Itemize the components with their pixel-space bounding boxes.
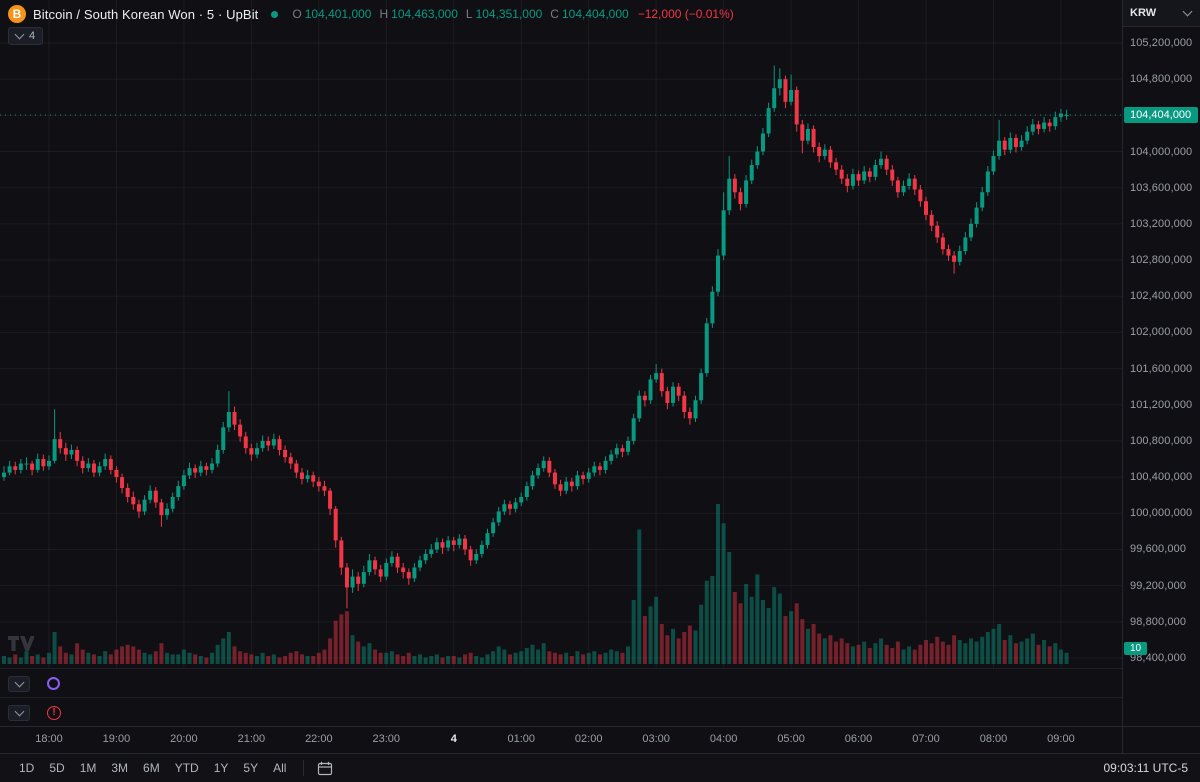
currency-button[interactable]: KRW bbox=[1123, 0, 1200, 27]
tradingview-watermark[interactable] bbox=[8, 636, 35, 657]
range-button-all[interactable]: All bbox=[266, 758, 293, 778]
currency-label: KRW bbox=[1130, 7, 1157, 19]
price-axis-label: 102,800,000 bbox=[1130, 254, 1193, 267]
collapsed-pane-indicator bbox=[0, 670, 1122, 697]
time-axis-label: 04:00 bbox=[709, 733, 738, 745]
bitcoin-logo-icon: B bbox=[8, 5, 26, 23]
price-axis-label: 99,600,000 bbox=[1130, 543, 1187, 556]
current-price-label: 104,404,000 bbox=[1124, 106, 1198, 123]
time-axis-label: 22:00 bbox=[305, 733, 333, 745]
time-axis-label: 06:00 bbox=[844, 733, 873, 745]
expand-pane-button[interactable] bbox=[8, 704, 30, 721]
purple-indicator-icon[interactable] bbox=[47, 677, 60, 690]
collapsed-pane-alert: ! bbox=[0, 699, 1122, 726]
alert-error-icon[interactable]: ! bbox=[47, 705, 61, 720]
close-label: C bbox=[550, 7, 559, 21]
chevron-down-icon bbox=[14, 706, 24, 716]
time-axis-label: 18:00 bbox=[35, 733, 63, 745]
time-axis-label: 20:00 bbox=[170, 733, 198, 745]
price-axis-label: 101,600,000 bbox=[1130, 362, 1193, 375]
symbol-title[interactable]: Bitcoin / South Korean Won · 5 · UpBit bbox=[33, 6, 259, 22]
time-axis-label: 07:00 bbox=[912, 733, 940, 745]
chevron-down-icon bbox=[14, 677, 24, 687]
price-axis-label: 100,000,000 bbox=[1130, 507, 1193, 520]
toolbar-divider bbox=[303, 760, 305, 776]
time-axis-divider[interactable] bbox=[0, 726, 1200, 727]
time-axis-label: 19:00 bbox=[102, 733, 131, 745]
range-button-3m[interactable]: 3M bbox=[104, 758, 135, 778]
time-axis-label: 21:00 bbox=[237, 733, 266, 745]
low-label: L bbox=[465, 7, 473, 21]
time-axis-label: 05:00 bbox=[777, 733, 805, 745]
chevron-down-icon bbox=[1182, 6, 1193, 17]
tradingview-logo-icon bbox=[8, 636, 35, 651]
low-value: 104,351,000 bbox=[475, 7, 543, 21]
high-value: 104,463,000 bbox=[391, 7, 458, 21]
price-axis-label: 104,800,000 bbox=[1130, 73, 1193, 86]
status-dot-icon bbox=[271, 10, 279, 18]
range-button-1y[interactable]: 1Y bbox=[207, 758, 236, 778]
price-axis-label: 101,200,000 bbox=[1130, 398, 1193, 411]
chart-legend: B Bitcoin / South Korean Won · 5 · UpBit… bbox=[8, 5, 734, 23]
change-value: −12,000 (−0.01%) bbox=[637, 7, 734, 21]
price-axis-label: 102,400,000 bbox=[1130, 290, 1193, 303]
open-value: 104,401,000 bbox=[304, 7, 372, 21]
expand-pane-button[interactable] bbox=[8, 675, 30, 692]
price-axis-label: 104,000,000 bbox=[1130, 145, 1193, 158]
price-axis[interactable]: KRW 105,200,000104,800,000104,400,000104… bbox=[1122, 0, 1200, 753]
legend-collapse-button[interactable]: 4 bbox=[8, 27, 44, 45]
time-axis[interactable]: 18:00 19:00 20:00 21:00 22:00 23:00 4 01:00 02:0… bbox=[0, 727, 1122, 753]
volume-value-label: 10 bbox=[1124, 642, 1148, 655]
price-axis-label: 105,200,000 bbox=[1130, 37, 1193, 49]
range-button-5d[interactable]: 5D bbox=[42, 758, 71, 778]
price-axis-label: 102,000,000 bbox=[1130, 326, 1193, 339]
candlestick-chart[interactable] bbox=[0, 0, 1122, 668]
time-axis-label: 23:00 bbox=[372, 733, 401, 745]
time-axis-label: 02:00 bbox=[574, 733, 603, 745]
range-button-1m[interactable]: 1M bbox=[73, 758, 104, 778]
range-buttons: 1D 5D 1M 3M 6M YTD 1Y 5Y All bbox=[12, 758, 294, 778]
price-axis-label: 103,200,000 bbox=[1130, 217, 1193, 230]
open-label: O bbox=[292, 7, 302, 21]
chevron-down-icon bbox=[14, 29, 25, 40]
pane-divider[interactable] bbox=[0, 697, 1122, 698]
ohlc-readout: O 104,401,000 H 104,463,000 L 104,351,00… bbox=[287, 7, 733, 21]
time-axis-label: 08:00 bbox=[979, 733, 1008, 745]
price-axis-label: 99,200,000 bbox=[1130, 579, 1187, 592]
time-axis-label: 4 bbox=[450, 733, 457, 745]
calendar-icon bbox=[318, 761, 333, 775]
range-button-1d[interactable]: 1D bbox=[12, 758, 41, 778]
range-button-5y[interactable]: 5Y bbox=[236, 758, 265, 778]
time-axis-label: 01:00 bbox=[507, 733, 535, 745]
price-axis-label: 98,800,000 bbox=[1130, 615, 1187, 628]
go-to-date-button[interactable] bbox=[313, 759, 337, 778]
bottom-toolbar: 1D 5D 1M 3M 6M YTD 1Y 5Y All 09:03:11 UTC-5 bbox=[0, 753, 1200, 782]
price-axis-label: 100,400,000 bbox=[1130, 471, 1193, 484]
chart-pane[interactable]: B Bitcoin / South Korean Won · 5 · UpBit… bbox=[0, 0, 1122, 668]
high-label: H bbox=[379, 7, 389, 21]
price-axis-label: 103,600,000 bbox=[1130, 181, 1193, 194]
range-button-6m[interactable]: 6M bbox=[136, 758, 167, 778]
pane-divider[interactable] bbox=[0, 668, 1122, 669]
hidden-indicators-count: 4 bbox=[29, 30, 36, 42]
close-value: 104,404,000 bbox=[561, 7, 629, 21]
range-button-ytd[interactable]: YTD bbox=[168, 758, 206, 778]
time-axis-label: 03:00 bbox=[642, 733, 670, 745]
time-axis-label: 09:00 bbox=[1047, 733, 1075, 745]
price-axis-label: 100,800,000 bbox=[1130, 434, 1193, 447]
clock[interactable]: 09:03:11 UTC-5 bbox=[1103, 761, 1189, 775]
